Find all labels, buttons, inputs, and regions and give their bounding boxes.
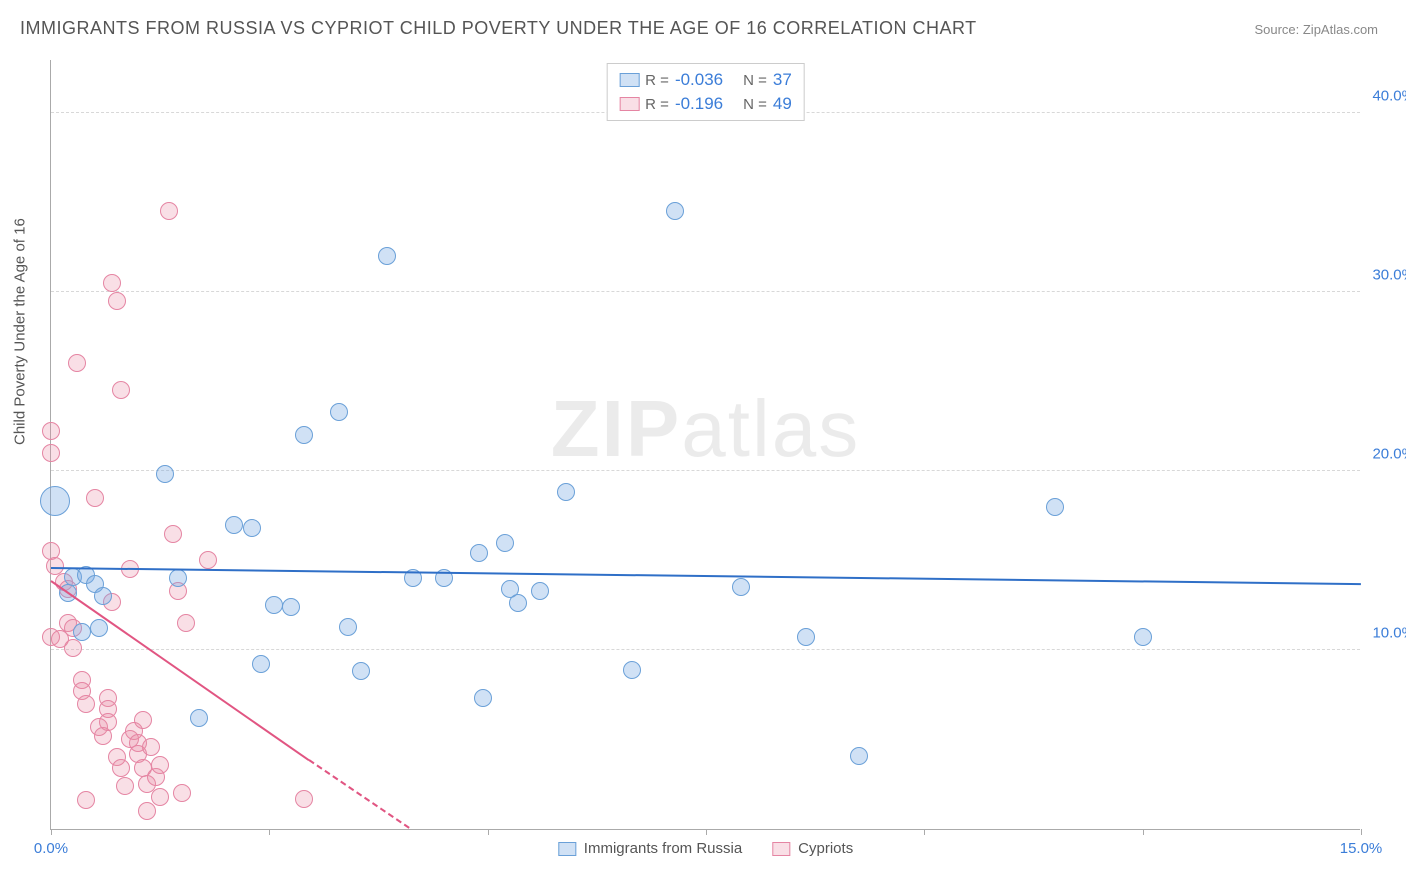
data-point (77, 791, 95, 809)
data-point (64, 639, 82, 657)
data-point (90, 619, 108, 637)
x-tick-label: 15.0% (1340, 840, 1383, 857)
n-value: 49 (773, 94, 792, 114)
data-point (378, 247, 396, 265)
legend-item: Cypriots (772, 840, 853, 857)
r-value: -0.196 (675, 94, 723, 114)
r-value: -0.036 (675, 70, 723, 90)
x-tick (488, 829, 489, 835)
data-point (1046, 498, 1064, 516)
data-point (173, 784, 191, 802)
data-point (732, 578, 750, 596)
data-point (199, 551, 217, 569)
watermark: ZIPatlas (551, 383, 860, 475)
data-point (112, 381, 130, 399)
data-point (265, 596, 283, 614)
chart-plot-area: ZIPatlas R =-0.036N =37R =-0.196N =49 Im… (50, 60, 1360, 830)
legend-stats: R = -0.036 N = 37 R = -0.196 N = 49 (606, 63, 805, 121)
data-point (295, 426, 313, 444)
data-point (77, 695, 95, 713)
y-tick-label: 40.0% (1372, 87, 1406, 104)
data-point (295, 790, 313, 808)
data-point (156, 465, 174, 483)
data-point (850, 747, 868, 765)
y-tick-label: 30.0% (1372, 266, 1406, 283)
n-value: 37 (773, 70, 792, 90)
legend-item: Immigrants from Russia (558, 840, 742, 857)
data-point (1134, 628, 1152, 646)
data-point (138, 802, 156, 820)
data-point (112, 759, 130, 777)
data-point (352, 662, 370, 680)
trend-line (51, 567, 1361, 585)
legend-swatch (772, 842, 790, 856)
data-point (151, 756, 169, 774)
data-point (177, 614, 195, 632)
data-point (330, 403, 348, 421)
data-point (474, 689, 492, 707)
x-tick (51, 829, 52, 835)
x-tick (924, 829, 925, 835)
data-point (243, 519, 261, 537)
n-label: N = (743, 72, 767, 89)
data-point (164, 525, 182, 543)
x-tick (1361, 829, 1362, 835)
legend-swatch (619, 97, 639, 111)
x-tick-label: 0.0% (34, 840, 68, 857)
legend-swatch (558, 842, 576, 856)
data-point (470, 544, 488, 562)
data-point (42, 422, 60, 440)
chart-title: IMMIGRANTS FROM RUSSIA VS CYPRIOT CHILD … (20, 18, 977, 39)
data-point (86, 489, 104, 507)
data-point (797, 628, 815, 646)
data-point (40, 486, 70, 516)
data-point (623, 661, 641, 679)
legend-label: Immigrants from Russia (584, 840, 742, 857)
data-point (666, 202, 684, 220)
data-point (151, 788, 169, 806)
n-label: N = (743, 96, 767, 113)
gridline (51, 649, 1360, 650)
data-point (134, 711, 152, 729)
data-point (108, 292, 126, 310)
data-point (509, 594, 527, 612)
data-point (103, 274, 121, 292)
gridline (51, 470, 1360, 471)
x-tick (269, 829, 270, 835)
legend-swatch (619, 73, 639, 87)
source-label: Source: ZipAtlas.com (1254, 22, 1378, 37)
data-point (169, 569, 187, 587)
legend-label: Cypriots (798, 840, 853, 857)
data-point (531, 582, 549, 600)
y-tick-label: 10.0% (1372, 624, 1406, 641)
legend-stat-row: R = -0.196 N = 49 (619, 92, 792, 116)
trend-line (308, 759, 410, 829)
data-point (68, 354, 86, 372)
data-point (116, 777, 134, 795)
x-tick (706, 829, 707, 835)
y-tick-label: 20.0% (1372, 445, 1406, 462)
data-point (142, 738, 160, 756)
data-point (339, 618, 357, 636)
data-point (94, 587, 112, 605)
legend-series: Immigrants from Russia Cypriots (558, 840, 853, 857)
x-tick (1143, 829, 1144, 835)
r-label: R = (645, 72, 669, 89)
gridline (51, 291, 1360, 292)
data-point (282, 598, 300, 616)
y-axis-title: Child Poverty Under the Age of 16 (12, 218, 29, 445)
data-point (99, 713, 117, 731)
data-point (190, 709, 208, 727)
r-label: R = (645, 96, 669, 113)
data-point (160, 202, 178, 220)
legend-stat-row: R = -0.036 N = 37 (619, 68, 792, 92)
data-point (42, 444, 60, 462)
data-point (496, 534, 514, 552)
data-point (557, 483, 575, 501)
data-point (73, 623, 91, 641)
data-point (252, 655, 270, 673)
data-point (225, 516, 243, 534)
